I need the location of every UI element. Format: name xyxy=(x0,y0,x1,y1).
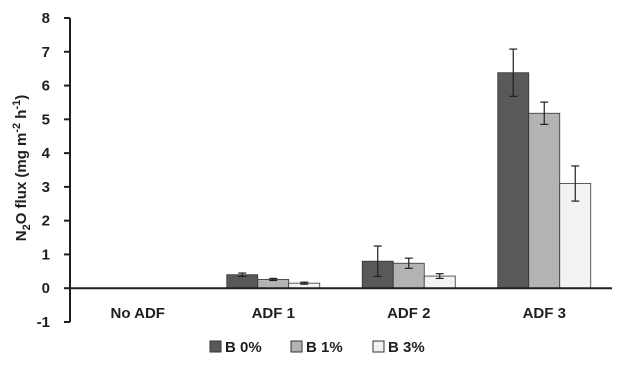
category-label: ADF 3 xyxy=(523,305,566,322)
y-tick-label: 3 xyxy=(42,179,50,196)
y-tick-label: 6 xyxy=(42,78,50,95)
legend-swatch xyxy=(290,340,303,353)
legend-swatch xyxy=(372,340,385,353)
category-label: ADF 1 xyxy=(252,305,295,322)
y-tick-label: -1 xyxy=(37,314,50,331)
y-axis-label: N2O flux (mg m-2 h-1) xyxy=(11,95,33,242)
legend: B 0% B 1% B 3% xyxy=(209,339,425,356)
bar-b1-adf-3 xyxy=(528,112,561,289)
category-labels: No ADF ADF 1 ADF 2 ADF 3 xyxy=(111,305,566,322)
y-tick-label: 5 xyxy=(42,111,50,128)
legend-label: B 0% xyxy=(225,339,262,356)
legend-label: B 3% xyxy=(388,339,425,356)
error-bars xyxy=(238,48,580,285)
category-label: ADF 2 xyxy=(387,305,430,322)
legend-label: B 1% xyxy=(306,339,343,356)
y-tick-label: 7 xyxy=(42,44,50,61)
y-tick-label: 4 xyxy=(42,145,51,162)
y-tick-label: 1 xyxy=(42,246,50,263)
y-tick-label: 2 xyxy=(42,213,50,230)
bar-b0-adf-3 xyxy=(497,72,530,289)
y-tick-label: 8 xyxy=(42,10,50,27)
legend-swatch xyxy=(209,340,222,353)
y-axis-ticks: -1 0 1 2 3 4 5 6 7 8 xyxy=(37,10,70,331)
bars xyxy=(226,72,592,289)
y-tick-label: 0 xyxy=(42,280,50,297)
category-label: No ADF xyxy=(111,305,165,322)
